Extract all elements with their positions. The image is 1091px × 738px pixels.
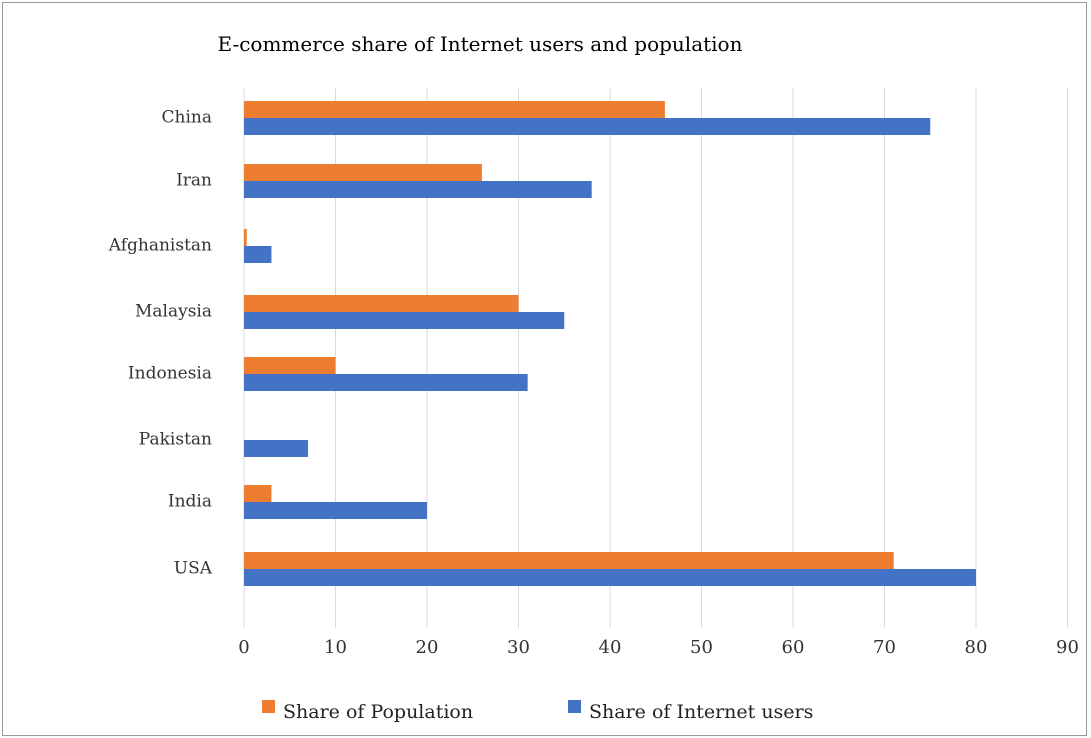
y-category-label-indonesia: Indonesia — [128, 364, 212, 384]
y-category-label-china: China — [162, 108, 212, 128]
bar-population-usa — [244, 552, 894, 569]
bar-internet-users-pakistan — [244, 440, 309, 457]
y-category-label-pakistan: Pakistan — [139, 430, 212, 450]
x-tick-label-30: 30 — [507, 637, 530, 658]
x-tick-label-80: 80 — [965, 637, 988, 658]
bar-internet-users-indonesia — [244, 374, 528, 391]
x-tick-label-20: 20 — [416, 637, 439, 658]
y-category-label-iran: Iran — [176, 171, 212, 191]
x-tick-label-40: 40 — [599, 637, 622, 658]
bar-population-malaysia — [244, 295, 519, 312]
x-tick-label-90: 90 — [1056, 637, 1079, 658]
legend-swatch-internet-users — [568, 700, 581, 713]
y-category-label-india: India — [168, 492, 212, 512]
bar-population-iran — [244, 164, 482, 181]
y-category-label-afghanistan: Afghanistan — [108, 236, 212, 256]
bar-internet-users-china — [244, 118, 931, 135]
legend-item-internet-users: Share of Internet users — [568, 700, 813, 724]
bar-chart-plot: 0 10 20 30 40 50 60 70 80 90 China Iran Afghanistan M… — [108, 88, 1079, 658]
x-tick-label-60: 60 — [782, 637, 805, 658]
legend-label-population: Share of Population — [283, 701, 474, 723]
y-category-label-malaysia: Malaysia — [135, 302, 212, 322]
x-tick-label-70: 70 — [873, 637, 896, 658]
chart-title: E-commerce share of Internet users and p… — [217, 32, 743, 56]
y-category-label-usa: USA — [174, 559, 213, 579]
bar-population-indonesia — [244, 357, 336, 374]
legend-swatch-population — [262, 700, 275, 713]
bar-internet-users-iran — [244, 181, 592, 198]
legend-label-internet-users: Share of Internet users — [589, 701, 814, 723]
bar-internet-users-afghanistan — [244, 246, 272, 263]
bar-population-afghanistan — [244, 229, 247, 246]
bar-internet-users-malaysia — [244, 312, 565, 329]
x-tick-label-0: 0 — [238, 637, 249, 658]
x-tick-label-10: 10 — [324, 637, 347, 658]
bar-population-china — [244, 101, 665, 118]
legend-item-population: Share of Population — [262, 700, 473, 724]
bar-internet-users-usa — [244, 569, 976, 586]
bar-population-india — [244, 485, 272, 502]
bar-internet-users-india — [244, 502, 427, 519]
x-tick-label-50: 50 — [690, 637, 713, 658]
